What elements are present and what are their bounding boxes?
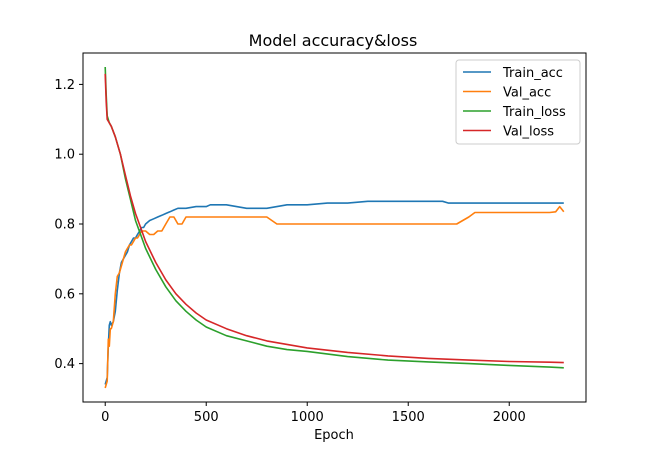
x-tick-label: 1000 <box>291 410 324 425</box>
series-line-val-loss <box>104 73 564 364</box>
y-tick-label: 1.0 <box>54 148 75 163</box>
x-tick-label: 2000 <box>493 410 526 425</box>
legend-label: Val_acc <box>503 86 551 101</box>
axes-frame <box>82 52 587 403</box>
chart-title: Model accuracy&loss <box>249 31 418 50</box>
legend-label: Val_loss <box>503 125 554 140</box>
plot-series <box>104 66 565 389</box>
x-tick-label: 0 <box>101 410 109 425</box>
x-axis-label: Epoch <box>314 428 354 443</box>
y-tick-label: 0.6 <box>54 287 75 302</box>
y-tick-label: 0.8 <box>54 218 75 233</box>
legend: Train_acc Val_acc Train_loss Val_loss <box>455 59 581 145</box>
y-axis-ticks: 0.4 0.6 0.8 1.0 1.2 <box>54 78 83 372</box>
legend-label: Train_acc <box>502 66 563 81</box>
legend-box <box>455 59 581 145</box>
series-line-train-acc <box>104 200 564 385</box>
y-tick-label: 0.4 <box>54 357 75 372</box>
x-tick-label: 1500 <box>392 410 425 425</box>
x-tick-label: 500 <box>194 410 219 425</box>
y-tick-label: 1.2 <box>54 78 75 93</box>
legend-label: Train_loss <box>502 105 566 120</box>
series-line-val-acc <box>104 205 565 389</box>
x-axis-ticks: 0 500 1000 1500 2000 <box>101 402 526 425</box>
